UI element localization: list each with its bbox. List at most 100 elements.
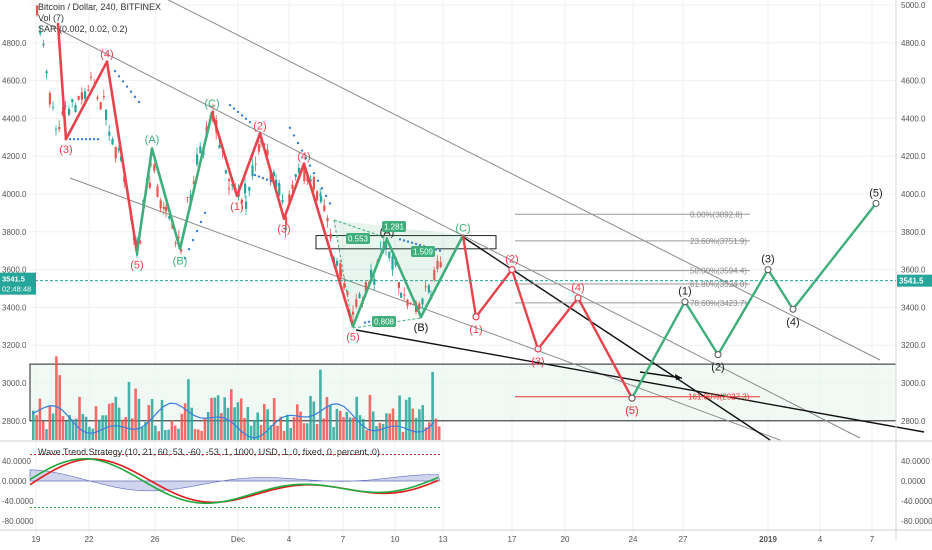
candle-body [403, 294, 406, 296]
sar-dot [133, 95, 137, 99]
wave-node [508, 266, 516, 274]
volume-bar [210, 397, 213, 440]
price-tick-label: 4600.0 [901, 77, 926, 86]
volume-bar [51, 413, 55, 440]
candle-body [294, 173, 297, 177]
sar-dot [80, 137, 84, 141]
fib-label: 23.60%(3751.9) [690, 237, 747, 246]
sar-dot [248, 120, 252, 124]
left-price-tick-label: 4200.0 [2, 152, 27, 161]
wt-tick-label: 40.0000 [901, 457, 930, 466]
sar-dot [261, 176, 265, 180]
candle-body [418, 303, 421, 310]
volume-bar [111, 402, 114, 440]
candle-body [388, 251, 391, 259]
candle-body [96, 97, 99, 99]
wave-segment [258, 132, 286, 220]
volume-bar [421, 405, 424, 440]
volume-bar [408, 397, 411, 440]
wt-tick-label: 0.0000 [901, 477, 926, 486]
candle-body [364, 282, 367, 292]
wave-segment [210, 111, 239, 198]
left-price-tick-label: 3800.0 [2, 228, 27, 237]
wave-segment [576, 296, 634, 400]
candle-body [77, 95, 80, 100]
volume-bar [134, 388, 137, 440]
volume-bar [32, 410, 35, 440]
wave-label: (2) [253, 121, 266, 133]
candle-body [99, 102, 102, 110]
last-price-value: 3541.5 [899, 277, 924, 286]
sar-dot [253, 173, 257, 177]
candle-body [80, 92, 83, 100]
wave-segment [302, 162, 355, 328]
left-price-value: 3541.5 [2, 275, 25, 284]
harmonic-leg [352, 317, 422, 329]
wt1-line [29, 458, 439, 505]
volume-bar [230, 389, 233, 440]
projection-green-label: (5) [869, 187, 882, 199]
candle-body [272, 172, 275, 177]
time-tick-label: 4 [818, 535, 823, 544]
wave-segment [178, 111, 214, 251]
left-price-tick-label: 3600.0 [2, 266, 27, 275]
volume-bar [259, 425, 263, 440]
volume-bar [338, 410, 342, 440]
wave-label: (C) [204, 98, 219, 110]
volume-bar [332, 426, 335, 440]
price-tick-label: 3800.0 [901, 228, 926, 237]
candle-body [245, 201, 248, 209]
ratio-label: 1.509 [413, 248, 434, 257]
projection-green-label: (3) [761, 254, 774, 266]
ratio-box [382, 221, 406, 232]
volume-bar [65, 421, 68, 440]
volume-bar [437, 426, 441, 440]
sar-dot [269, 179, 273, 183]
volume-bar [81, 414, 85, 440]
candle-body [312, 176, 315, 190]
sar-dot [410, 241, 414, 244]
candle-body [162, 206, 165, 209]
symbol-title: Bitcoin / Dollar, 240, BITFINEX [38, 2, 162, 12]
sar-dot [129, 90, 133, 93]
volume-bar [226, 407, 230, 440]
time-tick-label: 17 [508, 535, 517, 544]
candle-body [186, 197, 189, 199]
price-tick-label: 5000.0 [901, 1, 926, 10]
price-tick-label: 4000.0 [901, 190, 926, 199]
candle-body [168, 216, 171, 219]
candle-body [436, 260, 439, 269]
projection-green-label: (4) [786, 316, 799, 328]
time-tick-label: 20 [561, 535, 570, 544]
candle-body [55, 128, 58, 130]
time-tick-label: Dec [231, 535, 245, 544]
sar-dot [265, 178, 269, 181]
sar-dot [320, 187, 324, 190]
candle-body [346, 291, 349, 296]
candle-body [303, 167, 306, 182]
volume-bar [404, 399, 408, 440]
volume-bar [302, 423, 306, 440]
left-wt-tick-label: 40.0000 [2, 457, 31, 466]
volume-bar [117, 407, 121, 440]
wt-tick-label: -40.0000 [901, 497, 932, 506]
sar-dot [398, 238, 402, 241]
left-price-tick-label: 2800.0 [2, 417, 27, 426]
wave-node [681, 298, 689, 306]
wave-segment [536, 296, 580, 351]
sar-dot [324, 194, 328, 198]
projection-red-label: (1) [469, 324, 482, 336]
sar-dot [312, 172, 316, 175]
candle-body [424, 286, 427, 288]
time-tick-label: 7 [341, 535, 346, 544]
sar-dot [414, 242, 418, 246]
price-tick-label: 3200.0 [901, 341, 926, 350]
candle-body [61, 111, 64, 115]
wave-segment [461, 234, 478, 319]
fib-label: 0.00%(3892.8) [690, 210, 743, 219]
volume-bar [48, 406, 52, 440]
volume-bar [424, 427, 428, 440]
volume-bar [206, 411, 210, 440]
volume-bar [256, 412, 259, 440]
